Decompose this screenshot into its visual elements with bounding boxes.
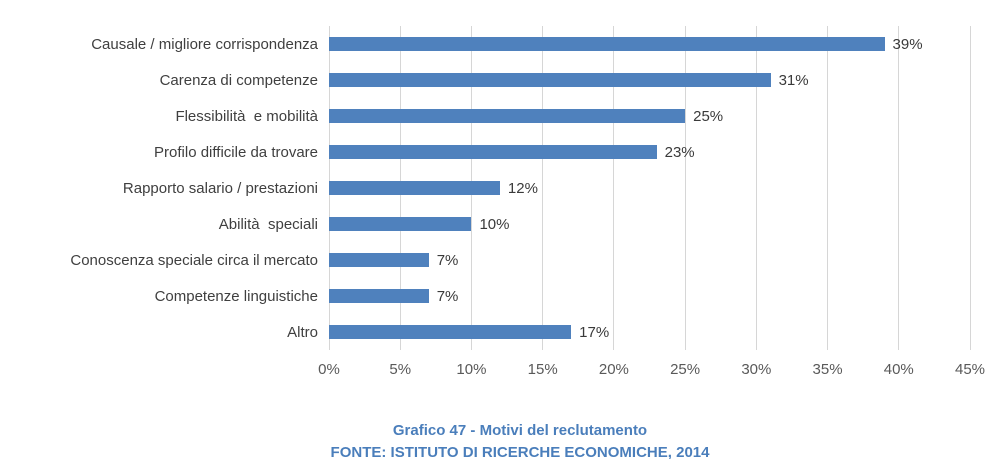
gridline xyxy=(542,26,544,350)
category-label: Carenza di competenze xyxy=(159,71,318,89)
value-label: 25% xyxy=(693,107,724,125)
bar-row: Rapporto salario / prestazioni 12% xyxy=(0,170,970,206)
axis-tick-label: 10% xyxy=(456,361,487,378)
value-label: 17% xyxy=(579,323,610,341)
gridline xyxy=(755,26,757,350)
gridline xyxy=(613,26,615,350)
bar-row: Altro 17% xyxy=(0,314,970,350)
bar-row: Abilità speciali 10% xyxy=(0,206,970,242)
category-label: Altro xyxy=(287,323,318,341)
bar-row: Competenze linguistiche 7% xyxy=(0,278,970,314)
bar-track: 31% xyxy=(329,62,970,98)
category-label: Conoscenza speciale circa il mercato xyxy=(70,251,318,269)
bar xyxy=(329,73,771,87)
category-label: Flessibilità e mobilità xyxy=(175,107,318,125)
bar xyxy=(329,289,429,303)
gridline xyxy=(969,26,971,350)
bar-track: 7% xyxy=(329,278,970,314)
bar-track: 10% xyxy=(329,206,970,242)
gridline xyxy=(684,26,686,350)
bar-track: 17% xyxy=(329,314,970,350)
category-label: Causale / migliore corrispondenza xyxy=(91,35,318,53)
category-label: Competenze linguistiche xyxy=(154,287,318,305)
bar xyxy=(329,109,686,123)
category-label: Profilo difficile da trovare xyxy=(154,143,318,161)
bar-track: 7% xyxy=(329,242,970,278)
category-label: Rapporto salario / prestazioni xyxy=(122,179,318,197)
bar-track: 12% xyxy=(329,170,970,206)
bar xyxy=(329,181,500,195)
bar-row: Carenza di competenze 31% xyxy=(0,62,970,98)
bar-rows: Causale / migliore corrispondenza 39% Care… xyxy=(0,26,970,350)
gridline xyxy=(827,26,829,350)
axis-tick-label: 20% xyxy=(598,361,629,378)
bar xyxy=(329,37,885,51)
bar-track: 25% xyxy=(329,98,970,134)
axis-tick-label: 30% xyxy=(741,361,772,378)
bar-track: 23% xyxy=(329,134,970,170)
axis-tick-label: 35% xyxy=(812,361,843,378)
bar-row: Causale / migliore corrispondenza 39% xyxy=(0,26,970,62)
bar xyxy=(329,325,572,339)
value-label: 7% xyxy=(436,251,459,269)
bar-row: Conoscenza speciale circa il mercato 7% xyxy=(0,242,970,278)
bar xyxy=(329,253,429,267)
value-label: 39% xyxy=(892,35,923,53)
axis-tick-label: 15% xyxy=(527,361,558,378)
bar-track: 39% xyxy=(329,26,970,62)
axis-tick-label: 25% xyxy=(670,361,701,378)
value-label: 12% xyxy=(507,179,538,197)
value-label: 10% xyxy=(479,215,510,233)
value-label: 7% xyxy=(436,287,459,305)
chart-title: Grafico 47 - Motivi del reclutamento xyxy=(392,422,648,439)
gridline xyxy=(898,26,900,350)
chart-caption: Grafico 47 - Motivi del reclutamento FON… xyxy=(40,420,1000,459)
bar-row: Profilo difficile da trovare 23% xyxy=(0,134,970,170)
chart-source: FONTE: ISTITUTO DI RICERCHE ECONOMICHE, … xyxy=(330,444,710,459)
axis-tick-label: 0% xyxy=(318,361,340,378)
bar xyxy=(329,217,472,231)
bar-row: Flessibilità e mobilità 25% xyxy=(0,98,970,134)
axis-tick-label: 5% xyxy=(389,361,412,378)
axis-tick-label: 40% xyxy=(883,361,914,378)
axis-tick-label: 45% xyxy=(954,361,986,378)
x-axis: 0% 5% 10% 15% 20% 25% 30% 35% 40% 45% xyxy=(318,361,985,381)
value-label: 23% xyxy=(664,143,695,161)
category-label: Abilità speciali xyxy=(218,215,318,233)
bar xyxy=(329,145,657,159)
value-label: 31% xyxy=(778,71,809,89)
